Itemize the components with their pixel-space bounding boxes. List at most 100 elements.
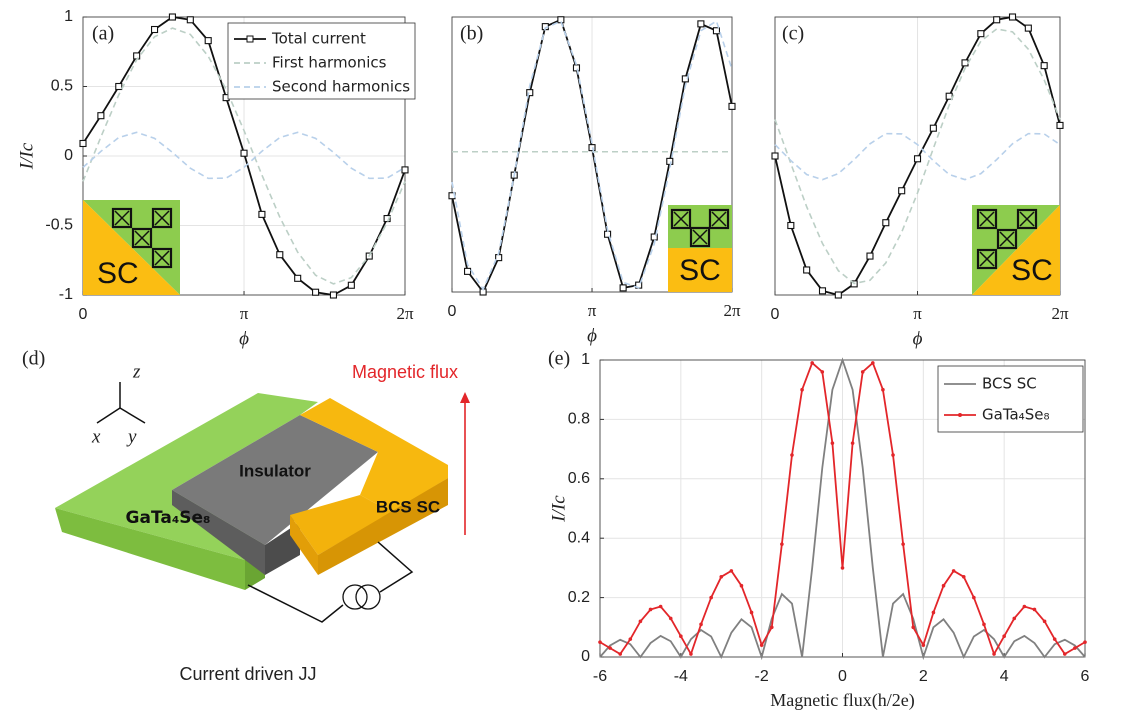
y-tick-label: 0.4: [568, 529, 590, 546]
marker: [679, 634, 683, 639]
marker: [1032, 607, 1037, 612]
plot-frame: [451, 16, 733, 293]
marker: [961, 59, 969, 67]
axis-name: y: [126, 426, 137, 447]
marker: [840, 566, 845, 570]
flux-arrowhead: [460, 392, 470, 403]
marker: [1012, 616, 1017, 621]
marker: [401, 166, 409, 174]
marker: [871, 361, 875, 365]
marker: [972, 595, 976, 600]
current-source: [355, 584, 381, 610]
series-line: [82, 131, 406, 180]
sc-side: [318, 478, 448, 575]
legend-marker: [958, 413, 962, 417]
marker: [901, 542, 905, 546]
sc-top: [300, 398, 448, 512]
insulator-top: [172, 415, 378, 545]
sc-front: [290, 515, 318, 575]
marker: [79, 139, 87, 148]
marker: [834, 291, 842, 299]
marker: [729, 569, 734, 573]
legend-label: GaTa₄Se₈: [982, 406, 1049, 424]
insets: SC SC SC: [83, 200, 1060, 295]
marker: [648, 607, 653, 612]
x-tick-label: 0: [448, 303, 457, 320]
flux-label: Magnetic flux: [352, 362, 458, 382]
marker: [697, 20, 705, 28]
x-tick-label: 0: [771, 306, 780, 323]
x-tick-label: -4: [674, 668, 688, 685]
panel-label: (d): [22, 348, 45, 370]
marker: [115, 82, 123, 91]
marker: [712, 27, 720, 35]
marker: [347, 281, 355, 289]
marker: [728, 102, 736, 110]
inset-label: SC: [97, 257, 139, 290]
marker: [881, 387, 885, 392]
axis-arrow: [96, 407, 121, 424]
marker: [608, 646, 612, 650]
marker: [689, 652, 693, 656]
panel-label: (e): [548, 348, 570, 370]
marker: [913, 155, 922, 163]
axis-name: z: [132, 361, 141, 382]
marker: [790, 453, 794, 457]
insulator-label: Insulator: [239, 461, 311, 480]
panel-label: (c): [782, 23, 804, 45]
marker: [1042, 619, 1047, 624]
x-axis-label: Magnetic flux(h/2e): [770, 690, 914, 711]
marker: [668, 616, 673, 621]
x-tick-label: 2π: [1051, 304, 1069, 323]
marker: [866, 252, 874, 260]
x-axis-label: ϕ: [913, 328, 923, 349]
marker: [911, 625, 916, 630]
marker: [294, 274, 302, 282]
marker: [739, 583, 744, 588]
insulator-front: [172, 490, 265, 575]
x-tick-label: -6: [593, 668, 607, 685]
legend-box: [937, 365, 1084, 433]
marker: [658, 604, 663, 609]
marker: [681, 75, 689, 83]
marker: [150, 25, 159, 34]
x-tick-label: 2π: [396, 304, 414, 323]
marker: [240, 149, 248, 157]
y-axis-label: I/Ic: [16, 142, 37, 170]
inset-sc: [972, 205, 1060, 295]
marker: [638, 619, 643, 624]
x-tick-label: π: [240, 304, 249, 323]
marker: [941, 583, 946, 588]
legend-marker: [246, 35, 254, 43]
x-tick-label: -2: [755, 668, 769, 685]
marker: [961, 575, 966, 579]
x-tick-label: 0: [79, 306, 88, 323]
series-line: [774, 28, 1061, 285]
marker: [1056, 121, 1064, 129]
marker: [982, 622, 986, 627]
current-source: [342, 584, 368, 610]
marker: [803, 266, 811, 274]
junction-diagram: (d) z x y Magnetic flux Insulator BCS SC…: [22, 348, 470, 684]
marker: [464, 267, 472, 275]
marker: [780, 542, 784, 546]
inset-label: SC: [1011, 254, 1053, 287]
y-tick-label: -0.5: [45, 217, 73, 234]
material-label: GaTa₄Se₈: [126, 508, 211, 528]
marker: [787, 221, 795, 230]
marker: [719, 575, 724, 579]
marker: [810, 361, 814, 365]
inset-material: [668, 205, 732, 248]
marker: [800, 387, 804, 392]
marker: [898, 187, 906, 195]
series-line: [82, 27, 406, 285]
y-tick-label: -1: [59, 286, 73, 303]
y-tick-label: 0: [581, 648, 590, 665]
marker: [526, 89, 534, 97]
x-tick-label: 6: [1081, 668, 1090, 685]
marker: [1052, 637, 1057, 641]
series-line: [451, 19, 733, 291]
y-tick-label: 0.8: [568, 411, 590, 428]
marker: [204, 37, 212, 45]
marker: [709, 595, 713, 600]
